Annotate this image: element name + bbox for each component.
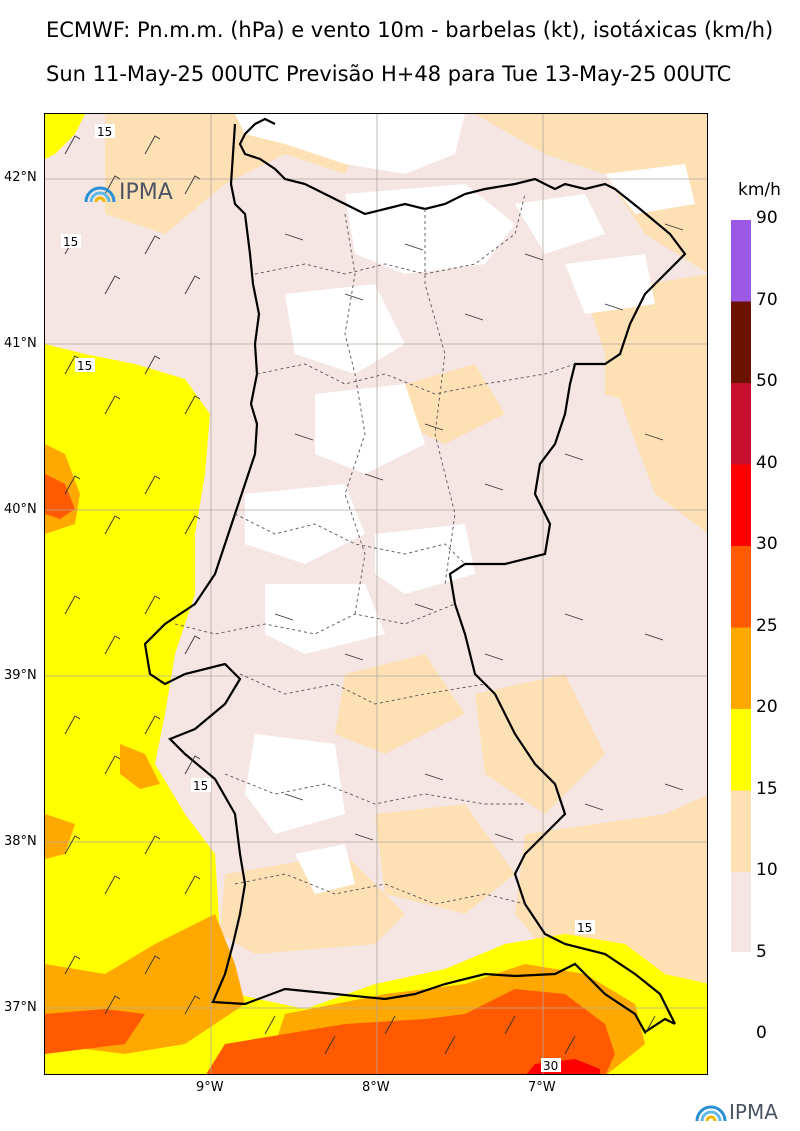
lat-label-37: 37°N [4, 1000, 37, 1015]
contour-labels: 15 15 15 15 15 30 [61, 124, 595, 1073]
colorbar-label: 10 [756, 860, 778, 880]
colorbar-label: 50 [756, 371, 778, 391]
ipma-logo-text: IPMA [119, 180, 173, 205]
colorbar-segment [731, 709, 751, 791]
colorbar-label: 15 [756, 778, 778, 799]
contour-label: 15 [193, 779, 208, 793]
ipma-logo-top: IPMA [83, 180, 173, 205]
colorbar-label: 25 [756, 615, 778, 636]
colorbar-segment [731, 383, 751, 465]
colorbar-label: 20 [756, 697, 778, 717]
isotach-25-30-areas [45, 474, 615, 1074]
ipma-logo-text: IPMA [729, 1100, 778, 1124]
lat-label-42: 42°N [4, 170, 37, 185]
contour-label: 15 [97, 125, 112, 139]
ipma-rainbow-icon [695, 1105, 727, 1122]
colorbar-label: 5 [756, 941, 767, 962]
district-borders [174, 193, 576, 905]
colorbar-label: 30 [756, 534, 778, 554]
map-panel: 15 15 15 15 15 30 IPMA [44, 113, 708, 1075]
lon-label-8w: 8°W [362, 1080, 390, 1095]
colorbar-segment [731, 790, 751, 872]
graticule [45, 114, 707, 1074]
lat-label-40: 40°N [4, 502, 37, 517]
colorbar-label: 70 [756, 289, 778, 310]
contour-label: 15 [63, 235, 78, 249]
colorbar-segment [731, 301, 751, 383]
lon-label-9w: 9°W [196, 1080, 224, 1095]
colorbar-unit: km/h [738, 180, 781, 200]
wind-speed-map: 15 15 15 15 15 30 [45, 114, 707, 1074]
lat-label-39: 39°N [4, 668, 37, 683]
portugal-outline [143, 117, 687, 1034]
ipma-rainbow-icon [84, 186, 116, 202]
contour-label: 15 [77, 359, 92, 373]
lat-label-38: 38°N [4, 834, 37, 849]
colorbar-segment [731, 464, 751, 546]
isotach-10-15-areas [105, 114, 707, 1014]
colorbar-segment [731, 220, 751, 302]
colorbar-label: 40 [756, 452, 778, 473]
contour-label: 30 [543, 1059, 558, 1073]
colorbar-segment [731, 546, 751, 628]
forecast-subtitle: Sun 11-May-25 00UTC Previsão H+48 para T… [46, 62, 732, 86]
colorbar-segment [731, 627, 751, 709]
ipma-logo-bottom: IPMA [694, 1100, 778, 1124]
colorbar [731, 220, 751, 952]
colorbar-segment [731, 872, 751, 952]
contour-label: 15 [577, 921, 592, 935]
chart-title: ECMWF: Pn.m.m. (hPa) e vento 10m - barbe… [46, 18, 774, 42]
colorbar-label: 90 [756, 208, 778, 228]
lat-label-41: 41°N [4, 336, 37, 351]
lon-label-7w: 7°W [528, 1080, 556, 1095]
isotach-0-5-areas [235, 114, 695, 894]
colorbar-label: 0 [756, 1023, 767, 1043]
